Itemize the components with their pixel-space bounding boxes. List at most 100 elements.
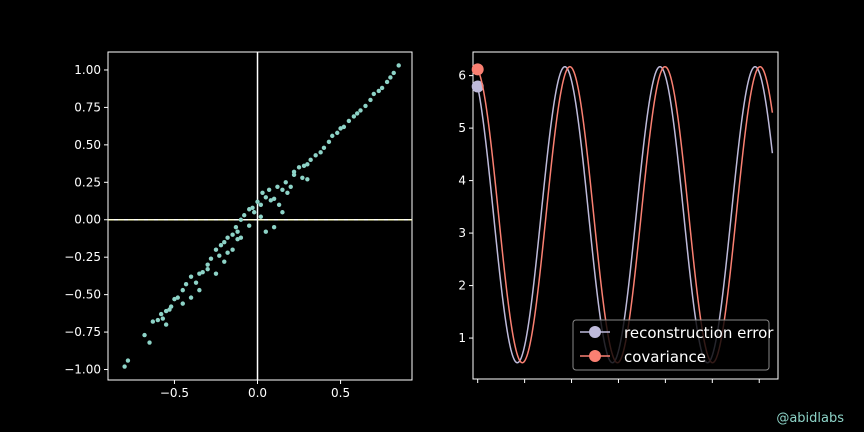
- scatter-point: [291, 169, 297, 175]
- scatter-point: [275, 184, 280, 189]
- scatter-point: [280, 187, 285, 192]
- scatter-point: [247, 207, 252, 212]
- scatter-point: [188, 274, 194, 279]
- scatter-point: [266, 187, 272, 192]
- y-tick-label: 5: [458, 121, 466, 135]
- scatter-point: [225, 250, 230, 255]
- legend-marker-covariance: [589, 350, 601, 362]
- scatter-point: [125, 358, 131, 363]
- y-tick-label: −1.00: [64, 363, 101, 377]
- scatter-point: [283, 180, 288, 185]
- y-tick-label: 3: [458, 226, 466, 240]
- scatter-point: [391, 70, 396, 76]
- scatter-point: [263, 195, 269, 200]
- y-tick-label: 1: [458, 331, 466, 345]
- reconstruction-error-marker: [471, 80, 484, 93]
- scatter-point: [175, 295, 180, 300]
- scatter-point: [180, 287, 185, 293]
- scatter-point: [205, 266, 210, 272]
- reconstruction-error-line: [476, 65, 774, 364]
- scatter-point: [313, 153, 318, 158]
- scatter-x-ticks: −0.5 0.0 0.5: [160, 380, 350, 400]
- y-tick-label: 2: [458, 279, 466, 293]
- scatter-point: [358, 108, 363, 113]
- legend: reconstruction error covariance: [572, 319, 774, 371]
- scatter-point: [258, 214, 264, 219]
- scatter-point: [193, 280, 199, 285]
- scatter-point: [163, 322, 169, 327]
- scatter-point: [218, 243, 224, 248]
- scatter-point: [242, 213, 247, 218]
- scatter-points: [122, 63, 401, 369]
- scatter-reference-lines: [108, 52, 412, 380]
- scatter-point: [147, 340, 152, 345]
- scatter-point: [276, 202, 282, 207]
- scatter-point: [285, 190, 290, 195]
- scatter-point: [305, 162, 310, 167]
- x-tick-label: 0.0: [248, 386, 267, 400]
- y-tick-label: 6: [458, 69, 466, 83]
- scatter-point: [142, 332, 147, 338]
- scatter-point: [271, 225, 277, 230]
- scatter-point: [160, 316, 166, 321]
- scatter-point: [354, 111, 360, 116]
- scatter-point: [318, 150, 323, 155]
- scatter-point: [158, 311, 164, 317]
- scatter-point: [222, 240, 227, 245]
- scatter-point: [260, 190, 265, 195]
- covariance-marker: [471, 63, 484, 76]
- legend-label-reconstruction: reconstruction error: [624, 324, 774, 342]
- scatter-point: [363, 103, 368, 109]
- scatter-point: [341, 124, 347, 130]
- scatter-point: [200, 269, 205, 275]
- scatter-point: [300, 175, 305, 181]
- scatter-point: [255, 199, 260, 204]
- scatter-point: [238, 235, 244, 240]
- scatter-point: [208, 256, 214, 261]
- line-panel: 1 2 3 4 5 6 reconstruction error covariance: [458, 51, 779, 383]
- scatter-point: [250, 205, 255, 210]
- y-tick-label: 4: [458, 174, 466, 188]
- scatter-point: [280, 210, 285, 215]
- line-y-ticks: 1 2 3 4 5 6: [458, 69, 473, 345]
- scatter-point: [168, 304, 174, 309]
- scatter-point: [308, 157, 313, 163]
- scatter-point: [235, 229, 240, 234]
- y-tick-label: −0.50: [64, 288, 101, 302]
- y-tick-label: −0.25: [64, 250, 101, 264]
- scatter-point: [388, 75, 393, 80]
- scatter-point: [305, 177, 310, 182]
- line-x-ticks: [477, 379, 760, 383]
- scatter-point: [235, 237, 240, 242]
- scatter-y-ticks: −1.00 −0.75 −0.50 −0.25 0.00 0.25 0.50 0.75 1.00: [64, 63, 108, 377]
- scatter-point: [197, 287, 202, 293]
- scatter-point: [222, 259, 227, 264]
- scatter-point: [301, 163, 307, 169]
- x-tick-label: 0.5: [331, 386, 350, 400]
- scatter-point: [225, 235, 230, 240]
- scatter-point: [351, 114, 357, 119]
- scatter-point: [213, 271, 219, 276]
- scatter-point: [268, 198, 273, 203]
- scatter-point: [338, 126, 343, 131]
- scatter-point: [251, 210, 257, 215]
- scatter-point: [188, 295, 194, 300]
- scatter-point: [321, 145, 327, 151]
- y-tick-label: 1.00: [74, 63, 101, 77]
- scatter-point: [330, 133, 335, 139]
- scatter-point: [346, 118, 352, 124]
- scatter-point: [258, 202, 264, 207]
- credit-label: @abidlabs: [776, 411, 844, 426]
- scatter-point: [371, 91, 376, 97]
- legend-label-covariance: covariance: [624, 348, 706, 366]
- scatter-point: [233, 225, 239, 230]
- scatter-point: [368, 97, 373, 103]
- scatter-point: [155, 317, 161, 323]
- scatter-point: [163, 308, 169, 314]
- legend-box: [572, 319, 770, 371]
- scatter-point: [180, 301, 185, 306]
- scatter-point: [172, 296, 177, 302]
- scatter-point: [238, 217, 244, 222]
- scatter-point: [230, 232, 235, 237]
